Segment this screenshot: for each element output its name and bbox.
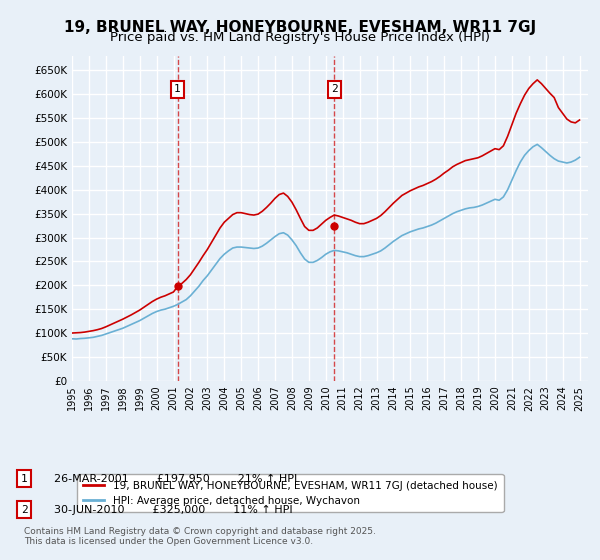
- Text: Contains HM Land Registry data © Crown copyright and database right 2025.
This d: Contains HM Land Registry data © Crown c…: [24, 526, 376, 546]
- Text: 26-MAR-2001        £197,950        21% ↑ HPI: 26-MAR-2001 £197,950 21% ↑ HPI: [54, 474, 297, 484]
- Text: 30-JUN-2010        £325,000        11% ↑ HPI: 30-JUN-2010 £325,000 11% ↑ HPI: [54, 505, 293, 515]
- Text: 19, BRUNEL WAY, HONEYBOURNE, EVESHAM, WR11 7GJ: 19, BRUNEL WAY, HONEYBOURNE, EVESHAM, WR…: [64, 20, 536, 35]
- Legend: 19, BRUNEL WAY, HONEYBOURNE, EVESHAM, WR11 7GJ (detached house), HPI: Average pr: 19, BRUNEL WAY, HONEYBOURNE, EVESHAM, WR…: [77, 474, 503, 512]
- Text: Price paid vs. HM Land Registry's House Price Index (HPI): Price paid vs. HM Land Registry's House …: [110, 31, 490, 44]
- Text: 1: 1: [20, 474, 28, 484]
- Text: 2: 2: [331, 85, 338, 95]
- Text: 1: 1: [174, 85, 181, 95]
- Text: 2: 2: [20, 505, 28, 515]
